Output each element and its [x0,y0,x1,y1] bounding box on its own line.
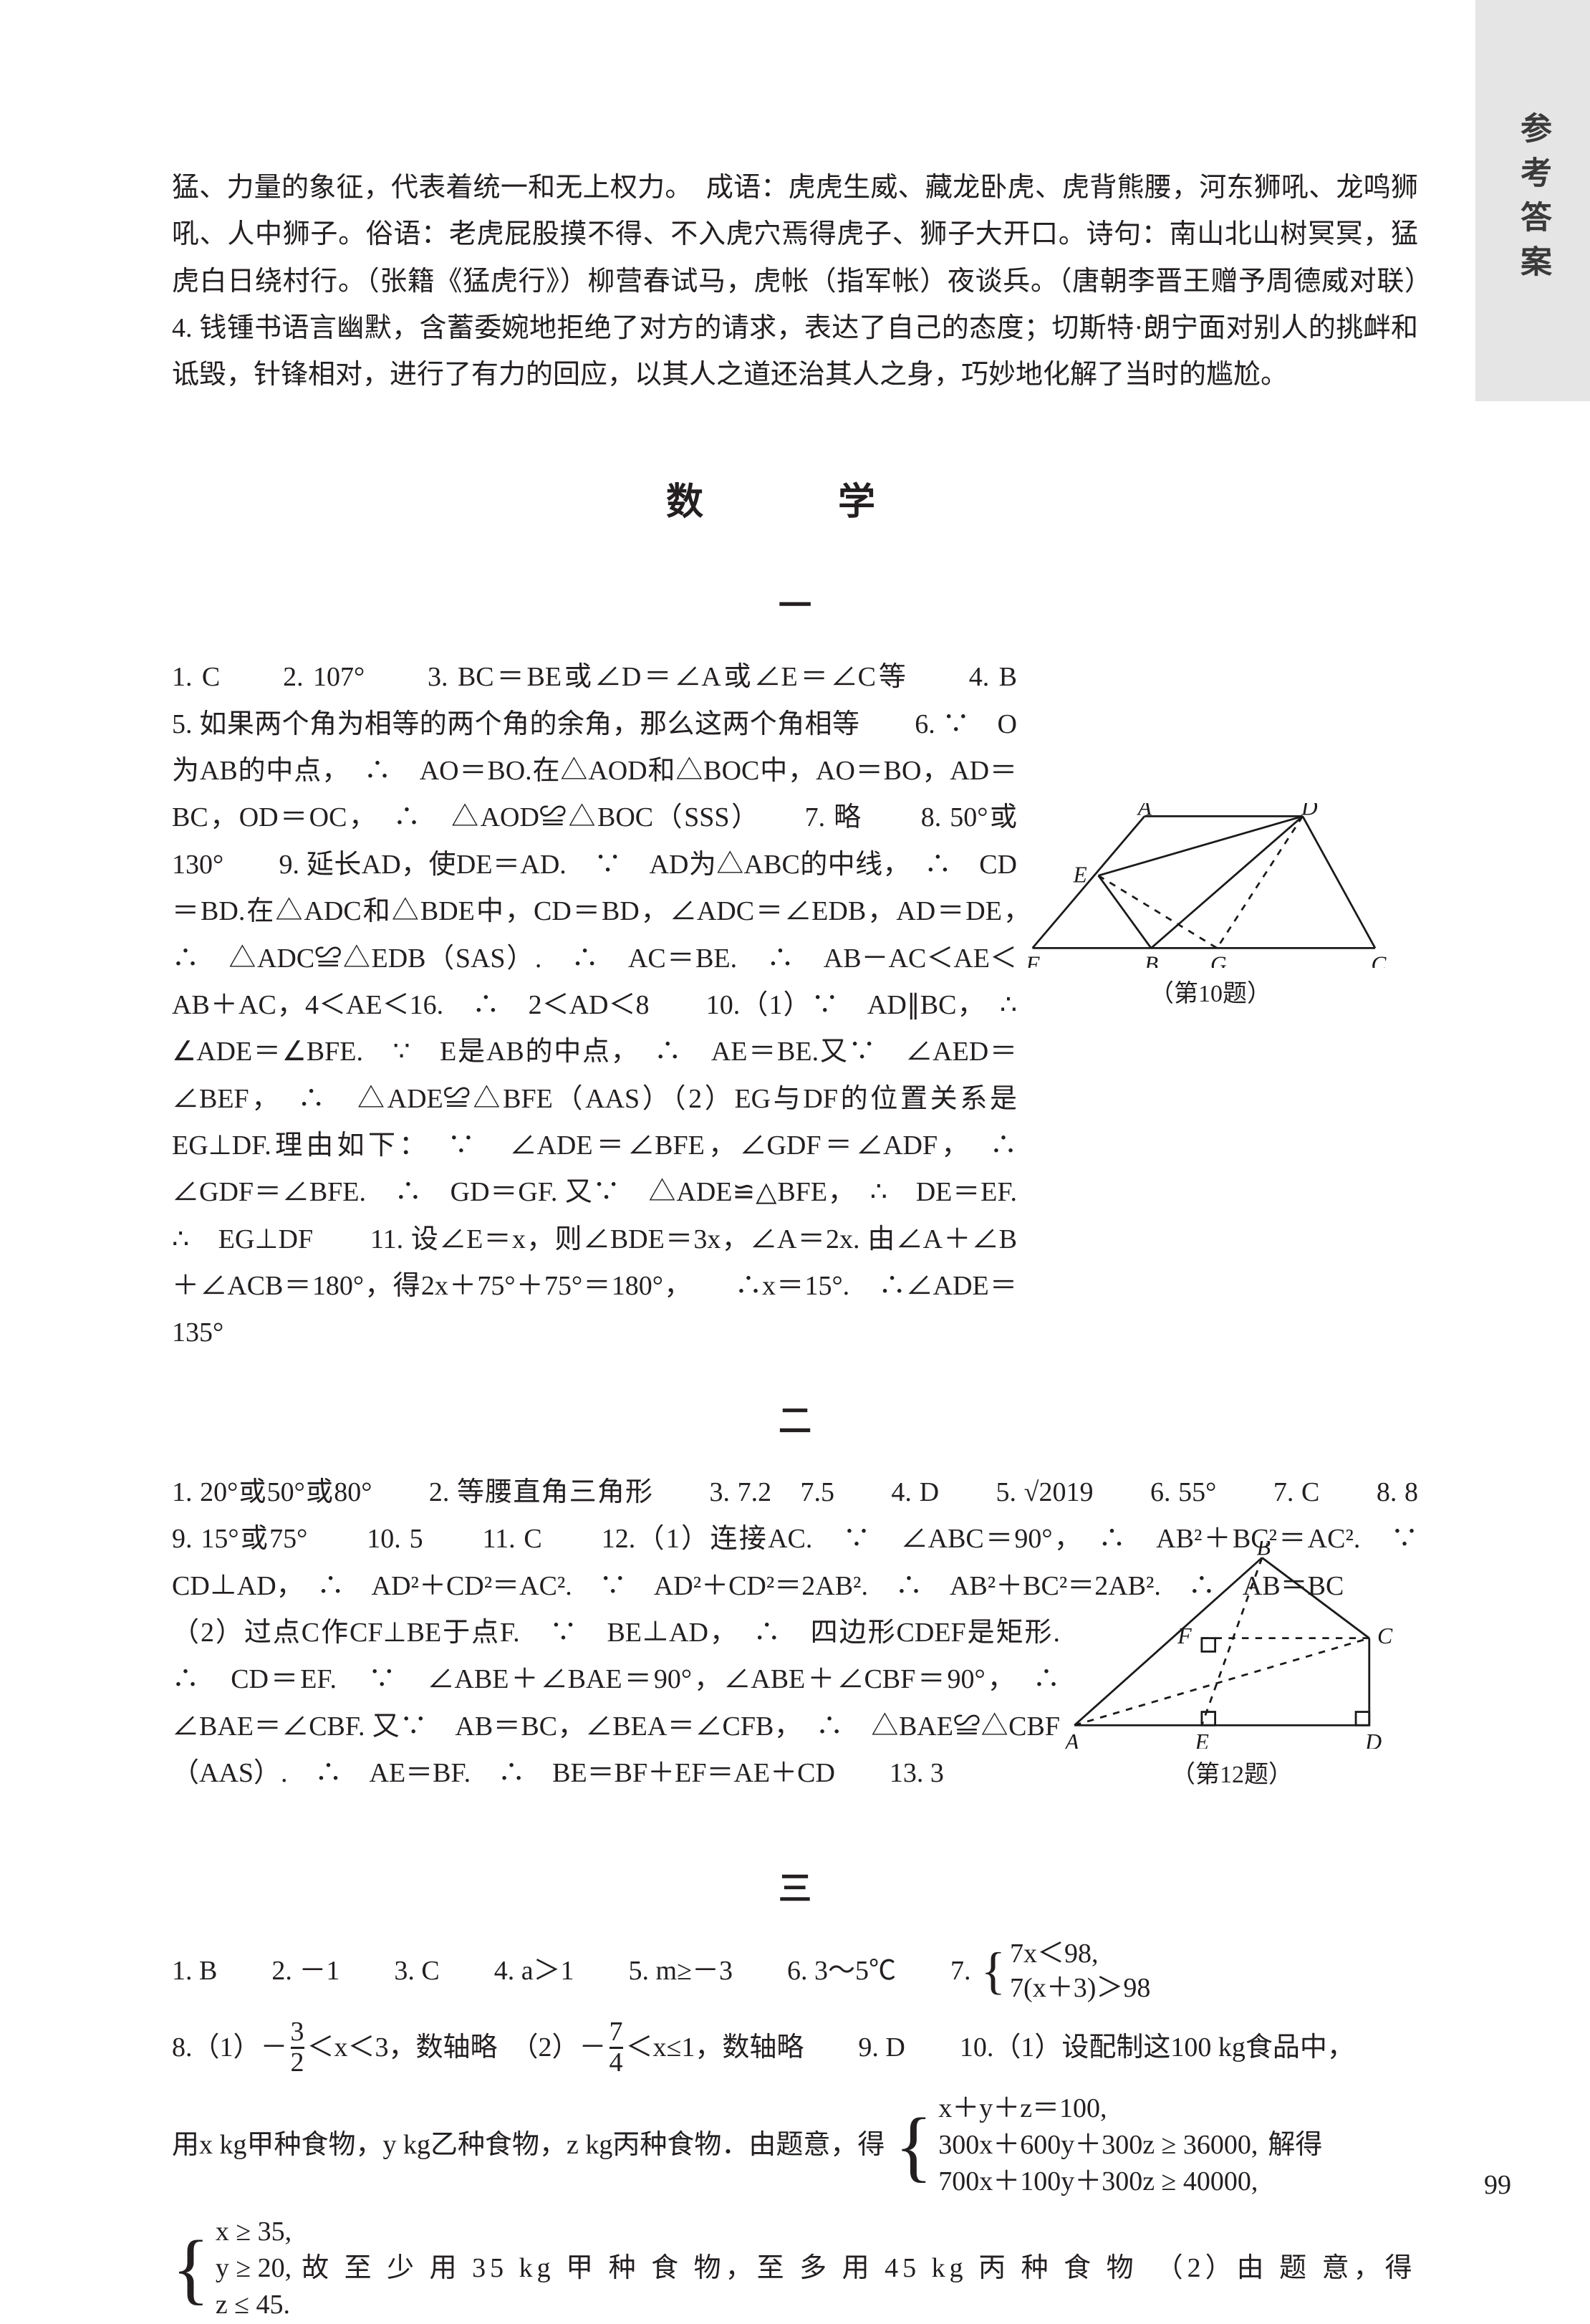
figure-12-caption: （第12题） [1060,1754,1404,1796]
brace-icon: { [980,1956,1006,1987]
figure-10-caption: （第10题） [1017,974,1404,1015]
subject-title: 数 学 [172,471,1418,534]
svg-text:D: D [1301,803,1318,820]
figure-10-svg: A D E F B G C [1017,803,1404,968]
page-content: 猛、力量的象征，代表着统一和无上权力。 成语：虎虎生威、藏龙卧虎、虎背熊腰，河东… [172,165,1418,2324]
svg-text:E: E [1195,1729,1209,1749]
section-three-line4: { x ≥ 35, y ≥ 20, z ≤ 45. 故 至 少 用 35 kg … [172,2214,1418,2324]
intro-paragraph: 猛、力量的象征，代表着统一和无上权力。 成语：虎虎生威、藏龙卧虎、虎背熊腰，河东… [172,165,1418,399]
sidebar-tab: 参考答案 [1475,0,1590,401]
section-three-line1: 1. B 2. －1 3. C 4. a＞1 5. m≥－3 6. 3～5℃ 7… [172,1937,1418,2005]
svg-text:E: E [1073,863,1087,888]
brace-icon: { [895,2124,933,2168]
svg-text:F: F [1025,952,1040,968]
section-one-heading: 一 [172,577,1418,634]
figure-10: A D E F B G C （第10题） [1017,803,1404,1015]
svg-text:D: D [1364,1729,1382,1749]
page-number: 99 [1484,2169,1511,2201]
figure-12: B F C A E D （第12题） [1060,1541,1404,1796]
section-three-heading: 三 [172,1860,1418,1917]
svg-text:A: A [1137,803,1152,820]
svg-text:B: B [1257,1541,1271,1560]
section-two-heading: 二 [172,1393,1418,1449]
brace-icon: { [172,2247,210,2290]
svg-text:C: C [1377,1623,1393,1648]
section-three-line3: 用x kg甲种食物，y kg乙种食物，z kg丙种食物．由题意，得 { x＋y＋… [172,2090,1418,2201]
figure-12-svg: B F C A E D [1060,1541,1404,1749]
svg-text:A: A [1064,1729,1079,1749]
svg-text:G: G [1210,952,1227,968]
section-three-line2: 8.（1）－ 3 2 ＜x＜3，数轴略 （2）－ 7 4 ＜x≤1，数轴略 9.… [172,2018,1418,2078]
svg-text:F: F [1177,1623,1192,1648]
svg-text:B: B [1145,952,1158,968]
sidebar-label: 参考答案 [1510,112,1556,289]
svg-text:C: C [1371,952,1387,968]
